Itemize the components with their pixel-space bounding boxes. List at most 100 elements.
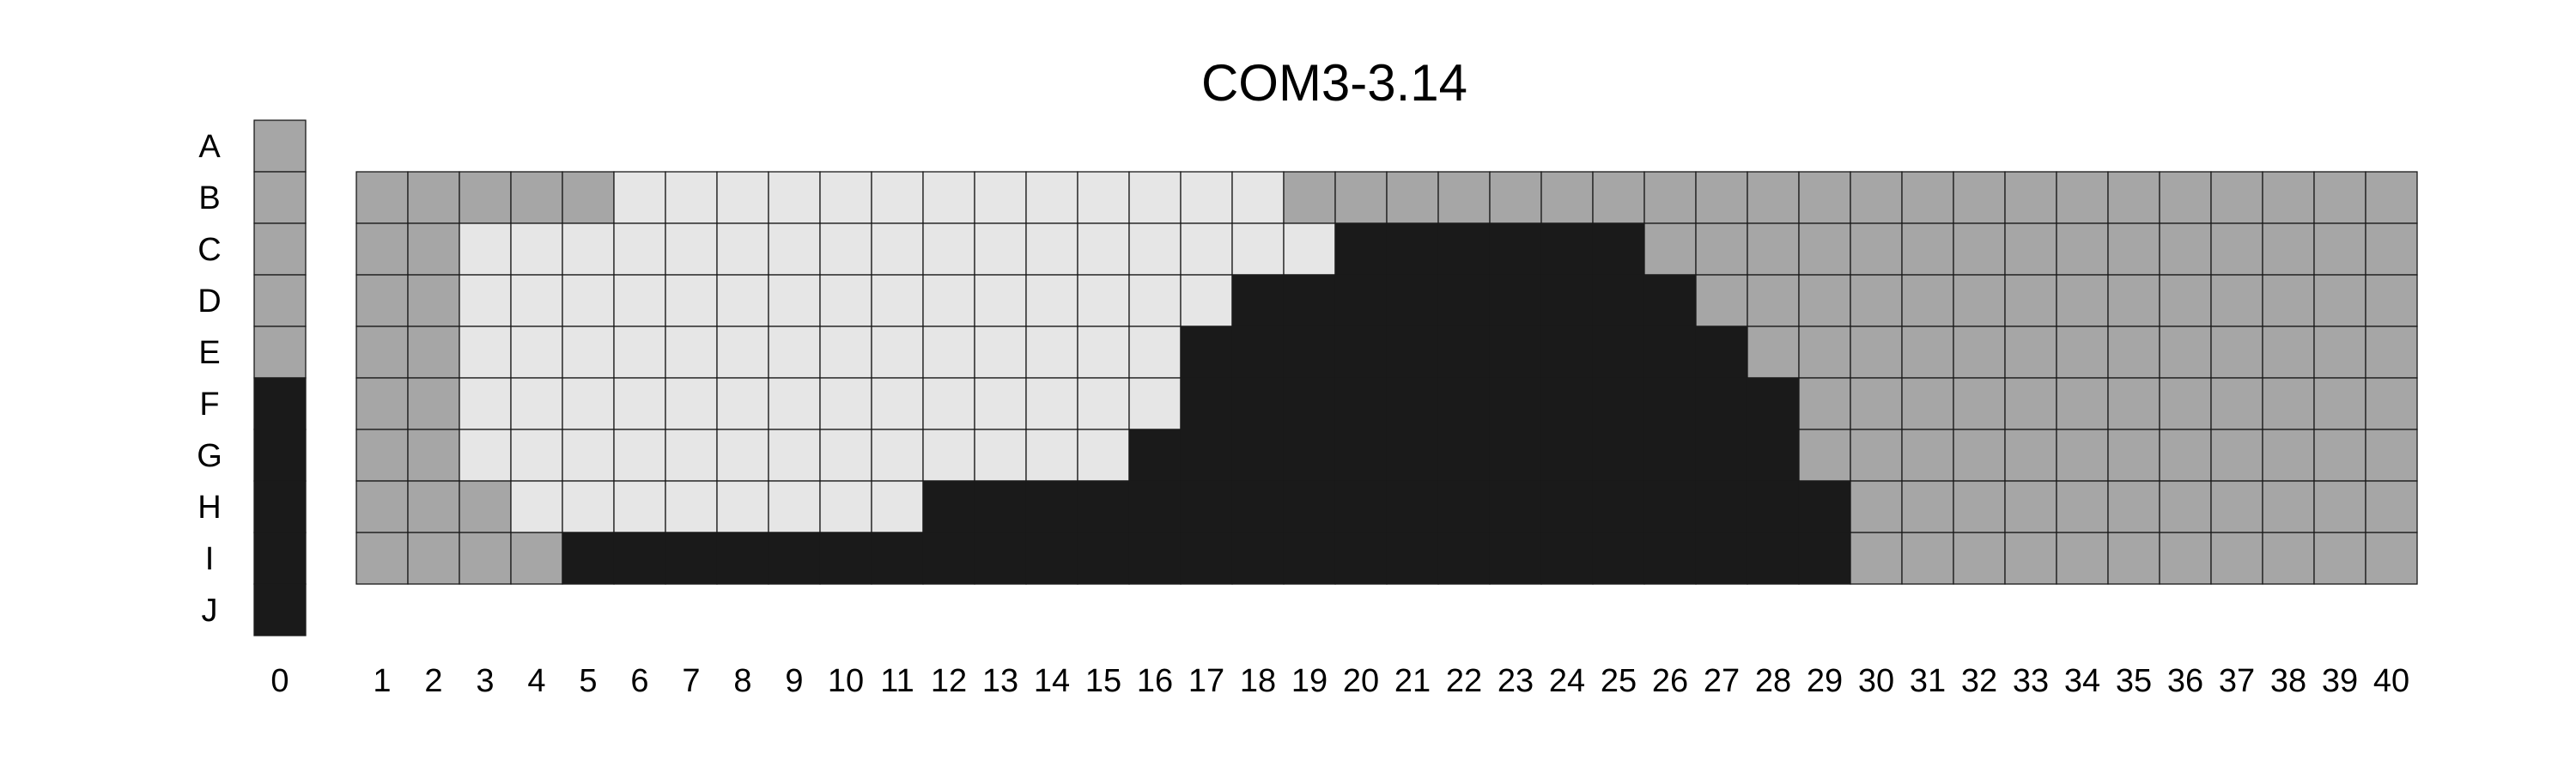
well-c-25 xyxy=(1592,222,1645,276)
well-f-14 xyxy=(1025,377,1078,430)
well-c-22 xyxy=(1437,222,1491,276)
column-label-21: 21 xyxy=(1394,663,1431,699)
well-g-1 xyxy=(355,429,409,482)
well-e-25 xyxy=(1592,326,1645,379)
well-b-1 xyxy=(355,171,409,224)
well-h-21 xyxy=(1386,480,1439,533)
well-c-26 xyxy=(1643,222,1697,276)
well-f-8 xyxy=(716,377,769,430)
well-e-24 xyxy=(1540,326,1594,379)
well-i-24 xyxy=(1540,532,1594,585)
well-b-10 xyxy=(819,171,872,224)
column-label-0: 0 xyxy=(270,663,289,699)
well-c-20 xyxy=(1334,222,1388,276)
well-f-35 xyxy=(2107,377,2160,430)
well-e-6 xyxy=(613,326,666,379)
well-f-25 xyxy=(1592,377,1645,430)
well-c-10 xyxy=(819,222,872,276)
column-label-36: 36 xyxy=(2167,663,2203,699)
row-label-c: C xyxy=(197,232,221,268)
reference-cell-i xyxy=(253,532,307,585)
well-b-24 xyxy=(1540,171,1594,224)
well-f-13 xyxy=(974,377,1027,430)
column-label-14: 14 xyxy=(1034,663,1070,699)
well-b-31 xyxy=(1901,171,1954,224)
well-h-12 xyxy=(922,480,975,533)
well-c-32 xyxy=(1953,222,2006,276)
well-c-7 xyxy=(665,222,718,276)
well-b-23 xyxy=(1489,171,1542,224)
well-f-34 xyxy=(2056,377,2109,430)
column-label-26: 26 xyxy=(1652,663,1688,699)
well-g-18 xyxy=(1231,429,1285,482)
well-i-17 xyxy=(1180,532,1233,585)
well-f-7 xyxy=(665,377,718,430)
well-d-31 xyxy=(1901,274,1954,327)
well-e-18 xyxy=(1231,326,1285,379)
well-i-33 xyxy=(2004,532,2057,585)
reference-column xyxy=(253,119,307,636)
well-d-1 xyxy=(355,274,409,327)
well-d-20 xyxy=(1334,274,1388,327)
well-f-4 xyxy=(510,377,563,430)
well-f-20 xyxy=(1334,377,1388,430)
well-i-16 xyxy=(1128,532,1182,585)
well-b-2 xyxy=(407,171,460,224)
well-f-3 xyxy=(459,377,512,430)
well-b-22 xyxy=(1437,171,1491,224)
well-c-23 xyxy=(1489,222,1542,276)
well-e-10 xyxy=(819,326,872,379)
well-h-17 xyxy=(1180,480,1233,533)
well-g-28 xyxy=(1747,429,1800,482)
well-c-39 xyxy=(2313,222,2366,276)
well-i-12 xyxy=(922,532,975,585)
well-e-22 xyxy=(1437,326,1491,379)
well-f-39 xyxy=(2313,377,2366,430)
well-f-21 xyxy=(1386,377,1439,430)
well-i-8 xyxy=(716,532,769,585)
well-g-12 xyxy=(922,429,975,482)
well-g-22 xyxy=(1437,429,1491,482)
column-label-3: 3 xyxy=(476,663,494,699)
column-label-9: 9 xyxy=(785,663,803,699)
column-label-15: 15 xyxy=(1085,663,1121,699)
well-e-4 xyxy=(510,326,563,379)
well-g-37 xyxy=(2210,429,2263,482)
well-f-28 xyxy=(1747,377,1800,430)
well-c-21 xyxy=(1386,222,1439,276)
well-c-1 xyxy=(355,222,409,276)
reference-cell-b xyxy=(253,171,307,224)
well-f-29 xyxy=(1798,377,1851,430)
well-b-32 xyxy=(1953,171,2006,224)
column-label-16: 16 xyxy=(1137,663,1173,699)
well-d-8 xyxy=(716,274,769,327)
well-c-38 xyxy=(2262,222,2315,276)
well-e-3 xyxy=(459,326,512,379)
well-b-40 xyxy=(2365,171,2418,224)
well-d-15 xyxy=(1077,274,1130,327)
well-i-30 xyxy=(1850,532,1903,585)
well-f-31 xyxy=(1901,377,1954,430)
row-label-e: E xyxy=(198,335,220,371)
well-d-36 xyxy=(2159,274,2212,327)
column-label-6: 6 xyxy=(630,663,648,699)
well-g-40 xyxy=(2365,429,2418,482)
well-b-5 xyxy=(562,171,615,224)
column-label-13: 13 xyxy=(982,663,1018,699)
well-g-35 xyxy=(2107,429,2160,482)
well-b-34 xyxy=(2056,171,2109,224)
well-f-19 xyxy=(1283,377,1336,430)
well-h-39 xyxy=(2313,480,2366,533)
well-d-21 xyxy=(1386,274,1439,327)
well-b-17 xyxy=(1180,171,1233,224)
well-e-7 xyxy=(665,326,718,379)
well-i-6 xyxy=(613,532,666,585)
well-f-37 xyxy=(2210,377,2263,430)
well-g-36 xyxy=(2159,429,2212,482)
well-e-30 xyxy=(1850,326,1903,379)
well-d-33 xyxy=(2004,274,2057,327)
well-b-21 xyxy=(1386,171,1439,224)
well-d-28 xyxy=(1747,274,1800,327)
well-e-29 xyxy=(1798,326,1851,379)
well-b-33 xyxy=(2004,171,2057,224)
